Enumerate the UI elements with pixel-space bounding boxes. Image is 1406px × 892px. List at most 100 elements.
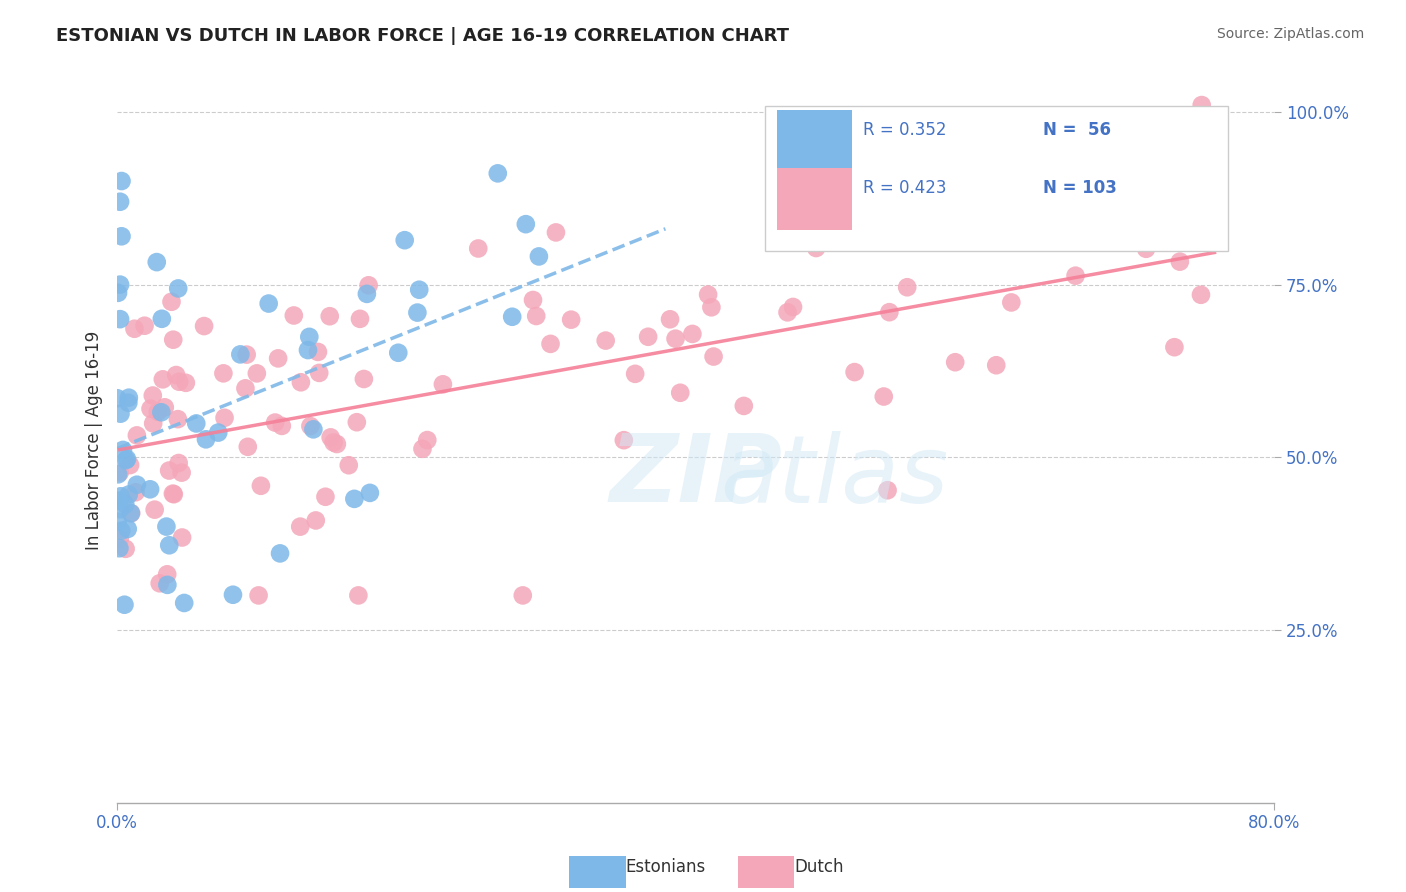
Dutch xyxy=(247,588,270,602)
Dutch xyxy=(305,513,328,527)
Text: Dutch: Dutch xyxy=(794,858,844,876)
Dutch xyxy=(214,410,236,425)
Estonians xyxy=(343,491,366,506)
Dutch xyxy=(681,326,703,341)
Estonians xyxy=(194,433,217,447)
Dutch xyxy=(153,401,176,415)
Dutch xyxy=(664,332,686,346)
Dutch xyxy=(700,300,723,314)
Dutch xyxy=(124,485,146,500)
Dutch xyxy=(1135,242,1157,256)
Estonians xyxy=(108,194,131,209)
Dutch xyxy=(235,381,257,395)
Dutch xyxy=(149,576,172,591)
Dutch xyxy=(307,345,329,359)
Estonians xyxy=(110,524,132,538)
Dutch xyxy=(659,312,682,326)
Estonians xyxy=(186,417,208,431)
Dutch xyxy=(697,287,720,301)
Estonians xyxy=(302,422,325,436)
Dutch xyxy=(139,401,162,416)
Text: R = 0.423: R = 0.423 xyxy=(863,179,946,197)
Dutch xyxy=(1204,211,1226,226)
Dutch xyxy=(108,466,131,480)
Estonians xyxy=(173,596,195,610)
Dutch xyxy=(124,322,146,336)
Dutch xyxy=(299,419,322,434)
Dutch xyxy=(167,375,190,389)
FancyBboxPatch shape xyxy=(776,168,852,230)
Dutch xyxy=(353,372,375,386)
Estonians xyxy=(118,487,141,501)
Estonians xyxy=(527,249,550,263)
Estonians xyxy=(257,296,280,310)
Dutch xyxy=(1191,98,1213,112)
Estonians xyxy=(150,311,173,326)
Estonians xyxy=(105,391,128,405)
Text: ESTONIAN VS DUTCH IN LABOR FORCE | AGE 16-19 CORRELATION CHART: ESTONIAN VS DUTCH IN LABOR FORCE | AGE 1… xyxy=(56,27,789,45)
Dutch xyxy=(172,531,194,545)
Estonians xyxy=(107,467,129,482)
Estonians xyxy=(298,330,321,344)
Dutch xyxy=(844,365,866,379)
Dutch xyxy=(669,385,692,400)
Dutch xyxy=(156,567,179,582)
Dutch xyxy=(142,417,165,431)
Dutch xyxy=(322,435,344,450)
Dutch xyxy=(246,367,269,381)
Dutch xyxy=(624,367,647,381)
Dutch xyxy=(162,333,184,347)
Text: N = 103: N = 103 xyxy=(1043,179,1116,197)
Estonians xyxy=(145,255,167,269)
Estonians xyxy=(150,405,173,419)
Text: atlas: atlas xyxy=(720,431,949,522)
Estonians xyxy=(107,493,129,508)
Estonians xyxy=(501,310,523,324)
Estonians xyxy=(486,166,509,180)
Estonians xyxy=(108,502,131,516)
Dutch xyxy=(1064,268,1087,283)
Estonians xyxy=(108,312,131,326)
Estonians xyxy=(356,286,378,301)
Text: R = 0.352: R = 0.352 xyxy=(863,121,946,139)
Estonians xyxy=(110,407,132,421)
Dutch xyxy=(512,588,534,602)
Estonians xyxy=(408,283,430,297)
Dutch xyxy=(804,241,827,255)
Dutch xyxy=(290,519,312,533)
Dutch xyxy=(143,502,166,516)
Estonians xyxy=(125,477,148,491)
Dutch xyxy=(212,367,235,381)
Dutch xyxy=(1000,295,1022,310)
Estonians xyxy=(406,305,429,319)
Dutch xyxy=(236,440,259,454)
Dutch xyxy=(326,437,349,451)
Dutch xyxy=(167,456,190,470)
Dutch xyxy=(108,532,131,546)
Dutch xyxy=(174,376,197,390)
Dutch xyxy=(943,355,966,369)
Dutch xyxy=(1168,254,1191,268)
Dutch xyxy=(160,294,183,309)
Estonians xyxy=(115,453,138,467)
Dutch xyxy=(544,226,567,240)
Dutch xyxy=(170,466,193,480)
Estonians xyxy=(222,588,245,602)
Estonians xyxy=(108,541,131,556)
Dutch xyxy=(896,280,918,294)
Dutch xyxy=(152,372,174,386)
FancyBboxPatch shape xyxy=(776,110,852,172)
Dutch xyxy=(167,412,190,426)
Dutch xyxy=(876,483,898,498)
Estonians xyxy=(118,391,141,405)
Dutch xyxy=(733,399,755,413)
Dutch xyxy=(416,433,439,447)
Dutch xyxy=(986,358,1008,372)
Dutch xyxy=(613,433,636,447)
Dutch xyxy=(776,305,799,319)
Dutch xyxy=(782,300,804,314)
Dutch xyxy=(283,309,305,323)
Dutch xyxy=(120,506,142,520)
Estonians xyxy=(110,229,132,244)
Estonians xyxy=(156,578,179,592)
